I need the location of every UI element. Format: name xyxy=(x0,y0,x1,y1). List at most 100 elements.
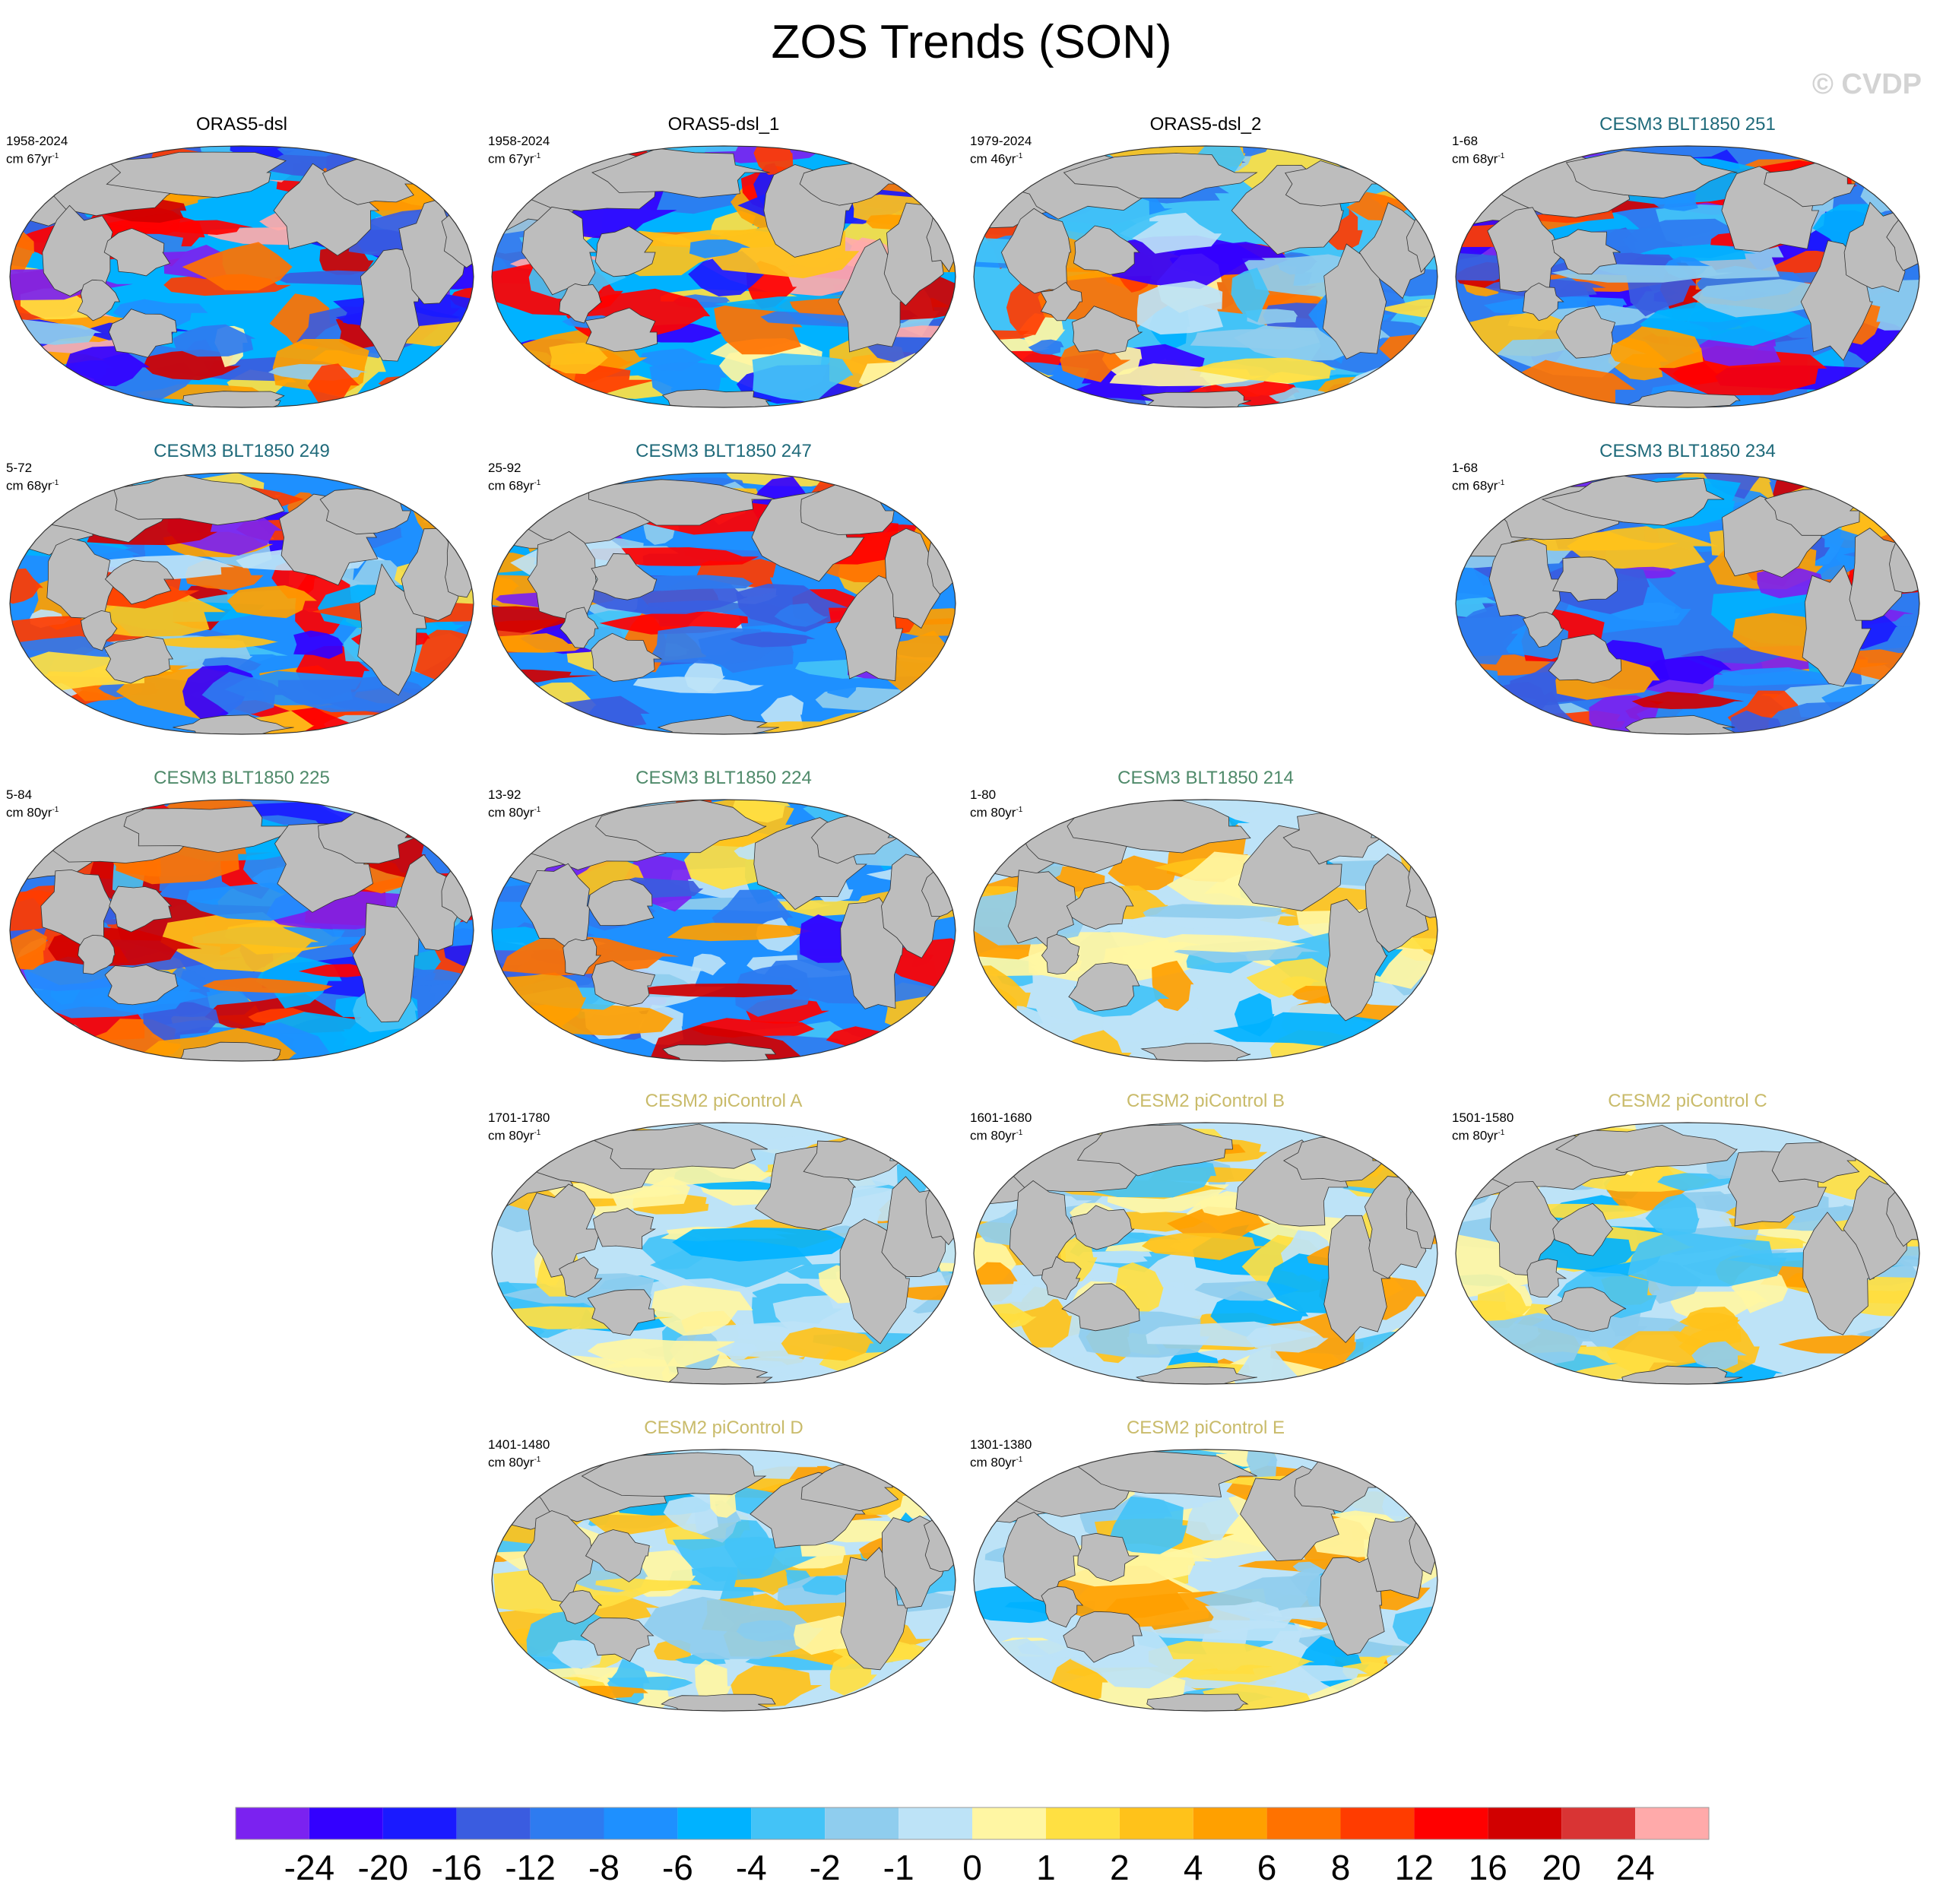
trend-map xyxy=(491,1449,956,1712)
panel-title: CESM3 BLT1850 234 xyxy=(1599,441,1776,461)
panel-meta: 1601-1680 cm 80yr-1 xyxy=(970,1110,1032,1144)
panel-title: CESM3 BLT1850 247 xyxy=(636,441,812,461)
panel-title: CESM3 BLT1850 249 xyxy=(154,441,330,461)
colorbar-swatch xyxy=(382,1807,457,1839)
panel-meta: 5-72 cm 68yr-1 xyxy=(6,461,59,494)
panel-unit: cm 80yr-1 xyxy=(970,1455,1023,1470)
trend-map xyxy=(491,1122,956,1385)
panel-unit: cm 80yr-1 xyxy=(488,1455,541,1470)
trend-map xyxy=(491,145,956,408)
panel-period: 1501-1580 xyxy=(1452,1110,1514,1125)
colorbar-swatch xyxy=(456,1807,531,1839)
colorbar-swatch xyxy=(236,1807,309,1839)
panel-title: CESM3 BLT1850 224 xyxy=(636,768,812,788)
colorbar-swatch xyxy=(1266,1807,1341,1839)
page-title: ZOS Trends (SON) xyxy=(771,16,1172,68)
panel-title: CESM2 piControl C xyxy=(1608,1091,1767,1111)
panel-title: CESM2 piControl E xyxy=(1126,1418,1285,1438)
colorbar-swatch xyxy=(1488,1807,1562,1839)
panel-title: CESM2 piControl A xyxy=(645,1091,803,1111)
map-panel: CESM3 BLT1850 249 5-72 cm 68yr-1 xyxy=(6,441,477,737)
trend-map xyxy=(491,799,956,1062)
trend-map xyxy=(1455,472,1920,735)
map-panel: ORAS5-dsl_1 1958-2024 cm 67yr-1 xyxy=(488,114,959,410)
panel-unit: cm 68yr-1 xyxy=(1452,478,1505,493)
panel-title: CESM3 BLT1850 225 xyxy=(154,768,330,788)
panel-meta: 1-80 cm 80yr-1 xyxy=(970,787,1022,821)
panel-period: 1958-2024 xyxy=(488,134,550,148)
panel-period: 1-80 xyxy=(970,787,997,802)
panel-title: CESM3 BLT1850 251 xyxy=(1599,114,1776,135)
panel-period: 1-68 xyxy=(1452,461,1479,475)
colorbar-swatch xyxy=(1414,1807,1488,1839)
panel-period: 1958-2024 xyxy=(6,134,68,148)
trend-map xyxy=(9,472,474,735)
panel-meta: 1701-1780 cm 80yr-1 xyxy=(488,1110,550,1144)
panel-meta: 25-92 cm 68yr-1 xyxy=(488,461,540,494)
map-panel: ORAS5-dsl 1958-2024 cm 67yr-1 xyxy=(6,114,477,410)
map-panel: CESM2 piControl D 1401-1480 cm 80yr-1 xyxy=(488,1418,959,1714)
colorbar-swatch xyxy=(604,1807,678,1839)
panel-meta: 1979-2024 cm 46yr-1 xyxy=(970,134,1032,167)
panel-period: 1601-1680 xyxy=(970,1110,1032,1125)
panel-meta: 5-84 cm 80yr-1 xyxy=(6,787,59,821)
trend-map xyxy=(9,145,474,408)
panel-title: CESM2 piControl D xyxy=(644,1418,804,1438)
panel-title: ORAS5-dsl xyxy=(195,114,288,135)
map-panel: CESM2 piControl E 1301-1380 cm 80yr-1 xyxy=(970,1418,1441,1714)
map-panel: CESM3 BLT1850 234 1-68 cm 68yr-1 xyxy=(1452,441,1923,737)
panel-period: 1-68 xyxy=(1452,134,1479,148)
colorbar-swatch xyxy=(309,1807,383,1839)
panel-period: 25-92 xyxy=(488,461,521,475)
trend-map xyxy=(973,1122,1438,1385)
colorbar-swatch xyxy=(1340,1807,1415,1839)
panel-meta: 1501-1580 cm 80yr-1 xyxy=(1452,1110,1514,1144)
panel-unit: cm 68yr-1 xyxy=(488,478,541,493)
panel-title: CESM3 BLT1850 214 xyxy=(1117,768,1294,788)
colorbar-swatch xyxy=(1561,1807,1636,1839)
trend-map xyxy=(9,799,474,1062)
map-panel: CESM2 piControl A 1701-1780 cm 80yr-1 xyxy=(488,1091,959,1387)
map-panel: CESM3 BLT1850 247 25-92 cm 68yr-1 xyxy=(488,441,959,737)
colorbar-swatch xyxy=(1193,1807,1267,1839)
colorbar-swatch xyxy=(899,1807,972,1839)
panel-meta: 1958-2024 cm 67yr-1 xyxy=(488,134,550,167)
panel-meta: 1-68 cm 68yr-1 xyxy=(1452,134,1504,167)
panel-meta: 1401-1480 cm 80yr-1 xyxy=(488,1437,550,1471)
trend-map xyxy=(1455,145,1920,408)
colorbar-swatch xyxy=(825,1807,899,1839)
panel-period: 1401-1480 xyxy=(488,1437,550,1452)
map-panel: CESM3 BLT1850 224 13-92 cm 80yr-1 xyxy=(488,768,959,1064)
colorbar-swatch xyxy=(1635,1807,1709,1839)
panel-period: 1701-1780 xyxy=(488,1110,550,1125)
colorbar-swatch xyxy=(972,1807,1046,1839)
panel-period: 5-84 xyxy=(6,787,33,802)
panel-meta: 1958-2024 cm 67yr-1 xyxy=(6,134,68,167)
map-panel: CESM2 piControl B 1601-1680 cm 80yr-1 xyxy=(970,1091,1441,1387)
panel-unit: cm 67yr-1 xyxy=(488,151,541,166)
panel-meta: 1301-1380 cm 80yr-1 xyxy=(970,1437,1032,1471)
panel-period: 1979-2024 xyxy=(970,134,1032,148)
trend-map xyxy=(973,799,1438,1062)
panel-period: 1301-1380 xyxy=(970,1437,1032,1452)
colorbar-swatch xyxy=(677,1807,752,1839)
colorbar-swatch xyxy=(751,1807,826,1839)
panel-title: ORAS5-dsl_1 xyxy=(667,114,780,135)
panel-unit: cm 80yr-1 xyxy=(488,805,541,820)
watermark: © CVDP xyxy=(1811,68,1922,100)
panel-unit: cm 80yr-1 xyxy=(970,805,1023,820)
map-panel: CESM3 BLT1850 225 5-84 cm 80yr-1 xyxy=(6,768,477,1064)
panel-unit: cm 68yr-1 xyxy=(1452,151,1505,166)
panel-unit: cm 67yr-1 xyxy=(6,151,59,166)
panel-period: 5-72 xyxy=(6,461,33,475)
panel-meta: 13-92 cm 80yr-1 xyxy=(488,787,540,821)
trend-map xyxy=(491,472,956,735)
panel-unit: cm 68yr-1 xyxy=(6,478,59,493)
panel-unit: cm 80yr-1 xyxy=(6,805,59,820)
map-panel: ORAS5-dsl_2 1979-2024 cm 46yr-1 xyxy=(970,114,1441,410)
trend-map xyxy=(973,145,1438,408)
panel-unit: cm 80yr-1 xyxy=(1452,1128,1505,1143)
panel-unit: cm 80yr-1 xyxy=(970,1128,1023,1143)
panel-title: CESM2 piControl B xyxy=(1126,1091,1285,1111)
